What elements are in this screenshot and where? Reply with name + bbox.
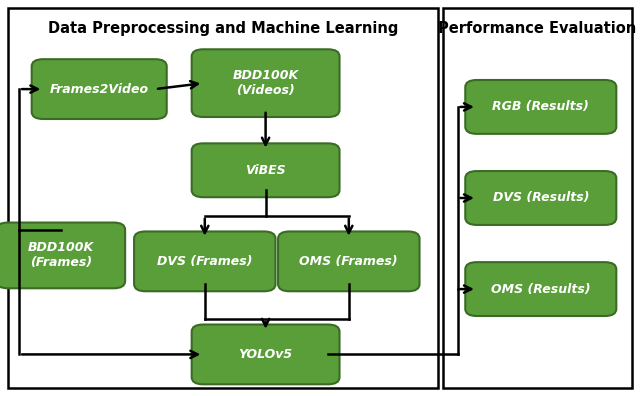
Text: OMS (Frames): OMS (Frames) [300,255,398,268]
Text: OMS (Results): OMS (Results) [491,283,591,295]
Text: DVS (Frames): DVS (Frames) [157,255,253,268]
Text: Frames2Video: Frames2Video [50,83,148,95]
FancyBboxPatch shape [0,223,125,288]
Text: ViBES: ViBES [245,164,286,177]
FancyBboxPatch shape [134,231,275,291]
Text: BDD100K
(Videos): BDD100K (Videos) [232,69,299,97]
FancyBboxPatch shape [465,262,616,316]
FancyBboxPatch shape [443,8,632,388]
FancyBboxPatch shape [278,231,420,291]
Text: DVS (Results): DVS (Results) [493,192,589,204]
Text: Performance Evaluation: Performance Evaluation [438,21,637,36]
Text: Data Preprocessing and Machine Learning: Data Preprocessing and Machine Learning [48,21,398,36]
FancyBboxPatch shape [465,80,616,134]
FancyBboxPatch shape [8,8,438,388]
FancyBboxPatch shape [192,325,339,384]
Text: YOLOv5: YOLOv5 [239,348,292,361]
Text: BDD100K
(Frames): BDD100K (Frames) [28,242,94,269]
Text: RGB (Results): RGB (Results) [492,101,589,113]
FancyBboxPatch shape [192,49,339,117]
FancyBboxPatch shape [465,171,616,225]
FancyBboxPatch shape [32,59,166,119]
FancyBboxPatch shape [192,143,339,197]
